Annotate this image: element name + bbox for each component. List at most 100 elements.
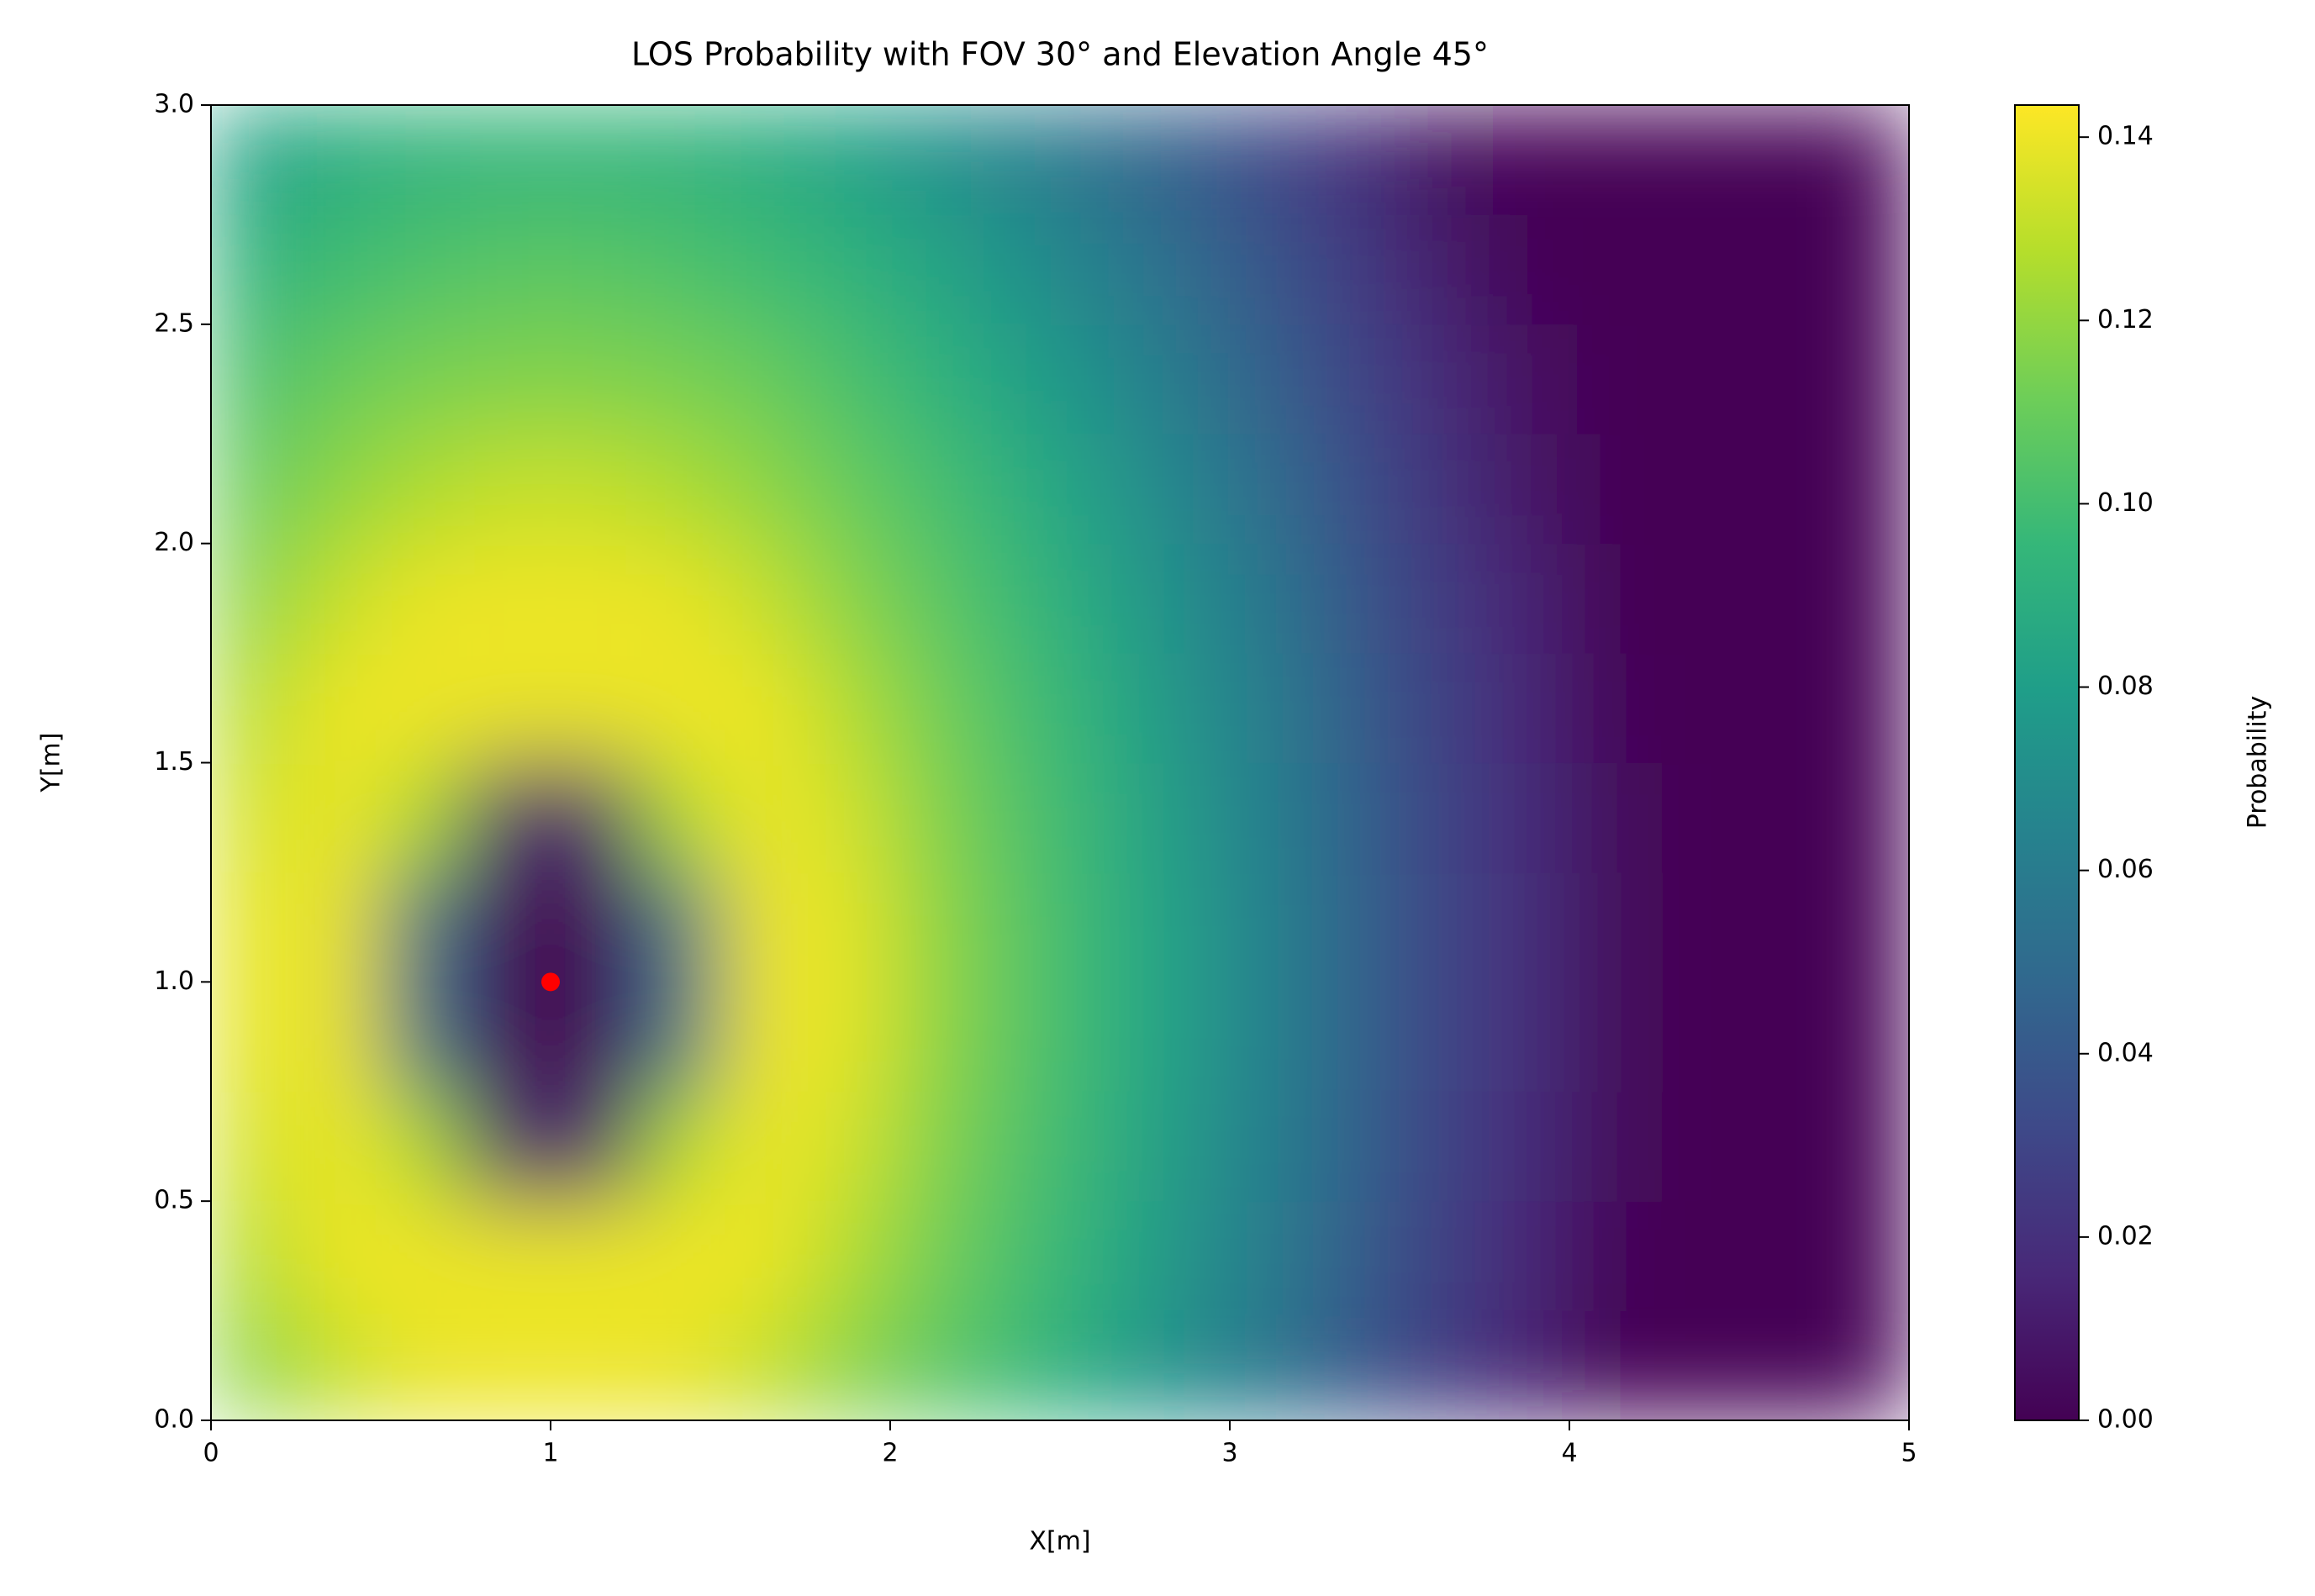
plot-area [211, 105, 1909, 1420]
heatmap-cell [804, 652, 891, 763]
heatmap-cell [465, 324, 551, 435]
heatmap-cell [1738, 1200, 1825, 1312]
heatmap-cell [1738, 1091, 1825, 1202]
heatmap-cell [550, 543, 636, 654]
heatmap-cell [720, 543, 806, 654]
heatmap-cell [1823, 324, 1909, 435]
heatmap-cell [635, 652, 721, 763]
heatmap-cell [550, 1091, 636, 1202]
heatmap-cell [1314, 762, 1400, 873]
heatmap-cell [1229, 652, 1316, 763]
heatmap-cell [295, 1091, 382, 1202]
heatmap-cell [889, 105, 976, 215]
heatmap-cell [1144, 1310, 1231, 1420]
heatmap-cell [1569, 1091, 1655, 1202]
heatmap-cell [1229, 1200, 1316, 1312]
heatmap-cell [211, 1310, 297, 1420]
heatmap-cell [1314, 1200, 1400, 1312]
heatmap-cell [720, 1091, 806, 1202]
heatmap-cell [1569, 981, 1655, 1093]
heatmap-cell [889, 762, 976, 873]
heatmap-cell [1314, 213, 1400, 325]
heatmap-cell [1823, 762, 1909, 873]
colorbar-tick-label: 0.12 [2097, 305, 2154, 334]
heatmap-cell [1059, 872, 1146, 982]
heatmap-cell [804, 1091, 891, 1202]
heatmap-cell [1229, 433, 1316, 545]
heatmap-cell [1569, 1310, 1655, 1420]
heatmap-cell [1314, 872, 1400, 982]
heatmap-cell [889, 981, 976, 1093]
y-tick-label: 2.0 [154, 528, 194, 557]
y-tick-label: 3.0 [154, 90, 194, 119]
heatmap-cell [1738, 1310, 1825, 1420]
heatmap-cell [211, 981, 297, 1093]
heatmap-cell [380, 1310, 467, 1420]
heatmap-cell [1314, 433, 1400, 545]
heatmap-cell [1144, 324, 1231, 435]
heatmap [211, 105, 1909, 1420]
heatmap-cell [720, 652, 806, 763]
heatmap-cell [889, 324, 976, 435]
heatmap-cell [974, 981, 1061, 1093]
overlay: 0 1 2 3 4 5 0.0 0.5 1.0 1.5 2.0 2.5 3.0 0.00 0.02 0.04 0… [154, 90, 2154, 1468]
heatmap-cell [1823, 652, 1909, 763]
heatmap-cell [974, 1310, 1061, 1420]
heatmap-cell [465, 872, 551, 982]
heatmap-cell [1314, 981, 1400, 1093]
heatmap-cell [1653, 105, 1740, 215]
heatmap-cell [380, 433, 467, 545]
heatmap-cell [211, 762, 297, 873]
heatmap-cell [295, 433, 382, 545]
heatmap-cell [1738, 433, 1825, 545]
heatmap-cell [1569, 324, 1655, 435]
heatmap-cell [211, 433, 297, 545]
heatmap-cell [1229, 105, 1316, 215]
heatmap-cell [720, 213, 806, 325]
heatmap-cell [1569, 213, 1655, 325]
heatmap-cell [1823, 872, 1909, 982]
y-tick-label: 1.5 [154, 747, 194, 777]
heatmap-cell [1738, 324, 1825, 435]
heatmap-cell [1738, 981, 1825, 1093]
heatmap-cell [1144, 213, 1231, 325]
heatmap-cell [295, 213, 382, 325]
heatmap-cell [550, 762, 636, 873]
heatmap-cell [1229, 213, 1316, 325]
heatmap-cell [465, 433, 551, 545]
heatmap-cell [550, 652, 636, 763]
heatmap-cell [550, 981, 636, 1093]
heatmap-cell [804, 762, 891, 873]
heatmap-cell [720, 872, 806, 982]
heatmap-cell [1738, 105, 1825, 215]
heatmap-cell [1484, 652, 1570, 763]
heatmap-cell [465, 213, 551, 325]
heatmap-cell [1653, 213, 1740, 325]
heatmap-cell [1823, 543, 1909, 654]
heatmap-cell [974, 433, 1061, 545]
colorbar-tick-label: 0.04 [2097, 1038, 2154, 1067]
heatmap-cell [1484, 762, 1570, 873]
heatmap-cell [465, 1310, 551, 1420]
heatmap-cell [1144, 652, 1231, 763]
heatmap-cell [889, 213, 976, 325]
heatmap-cell [1653, 543, 1740, 654]
heatmap-cell [1144, 1091, 1231, 1202]
heatmap-cell [1059, 981, 1146, 1093]
heatmap-cell [1399, 872, 1485, 982]
heatmap-cell [1399, 981, 1485, 1093]
heatmap-cell [720, 1200, 806, 1312]
heatmap-cell [635, 1200, 721, 1312]
heatmap-cell [1653, 1091, 1740, 1202]
heatmap-cell [380, 762, 467, 873]
y-tick-label: 1.0 [154, 967, 194, 996]
heatmap-cell [1399, 433, 1485, 545]
heatmap-cell [550, 872, 636, 982]
heatmap-cell [1823, 1200, 1909, 1312]
heatmap-cell [1653, 433, 1740, 545]
heatmap-cell [804, 105, 891, 215]
heatmap-cell [211, 872, 297, 982]
heatmap-cell [804, 433, 891, 545]
heatmap-cell [1144, 433, 1231, 545]
x-tick-label: 2 [882, 1439, 898, 1468]
